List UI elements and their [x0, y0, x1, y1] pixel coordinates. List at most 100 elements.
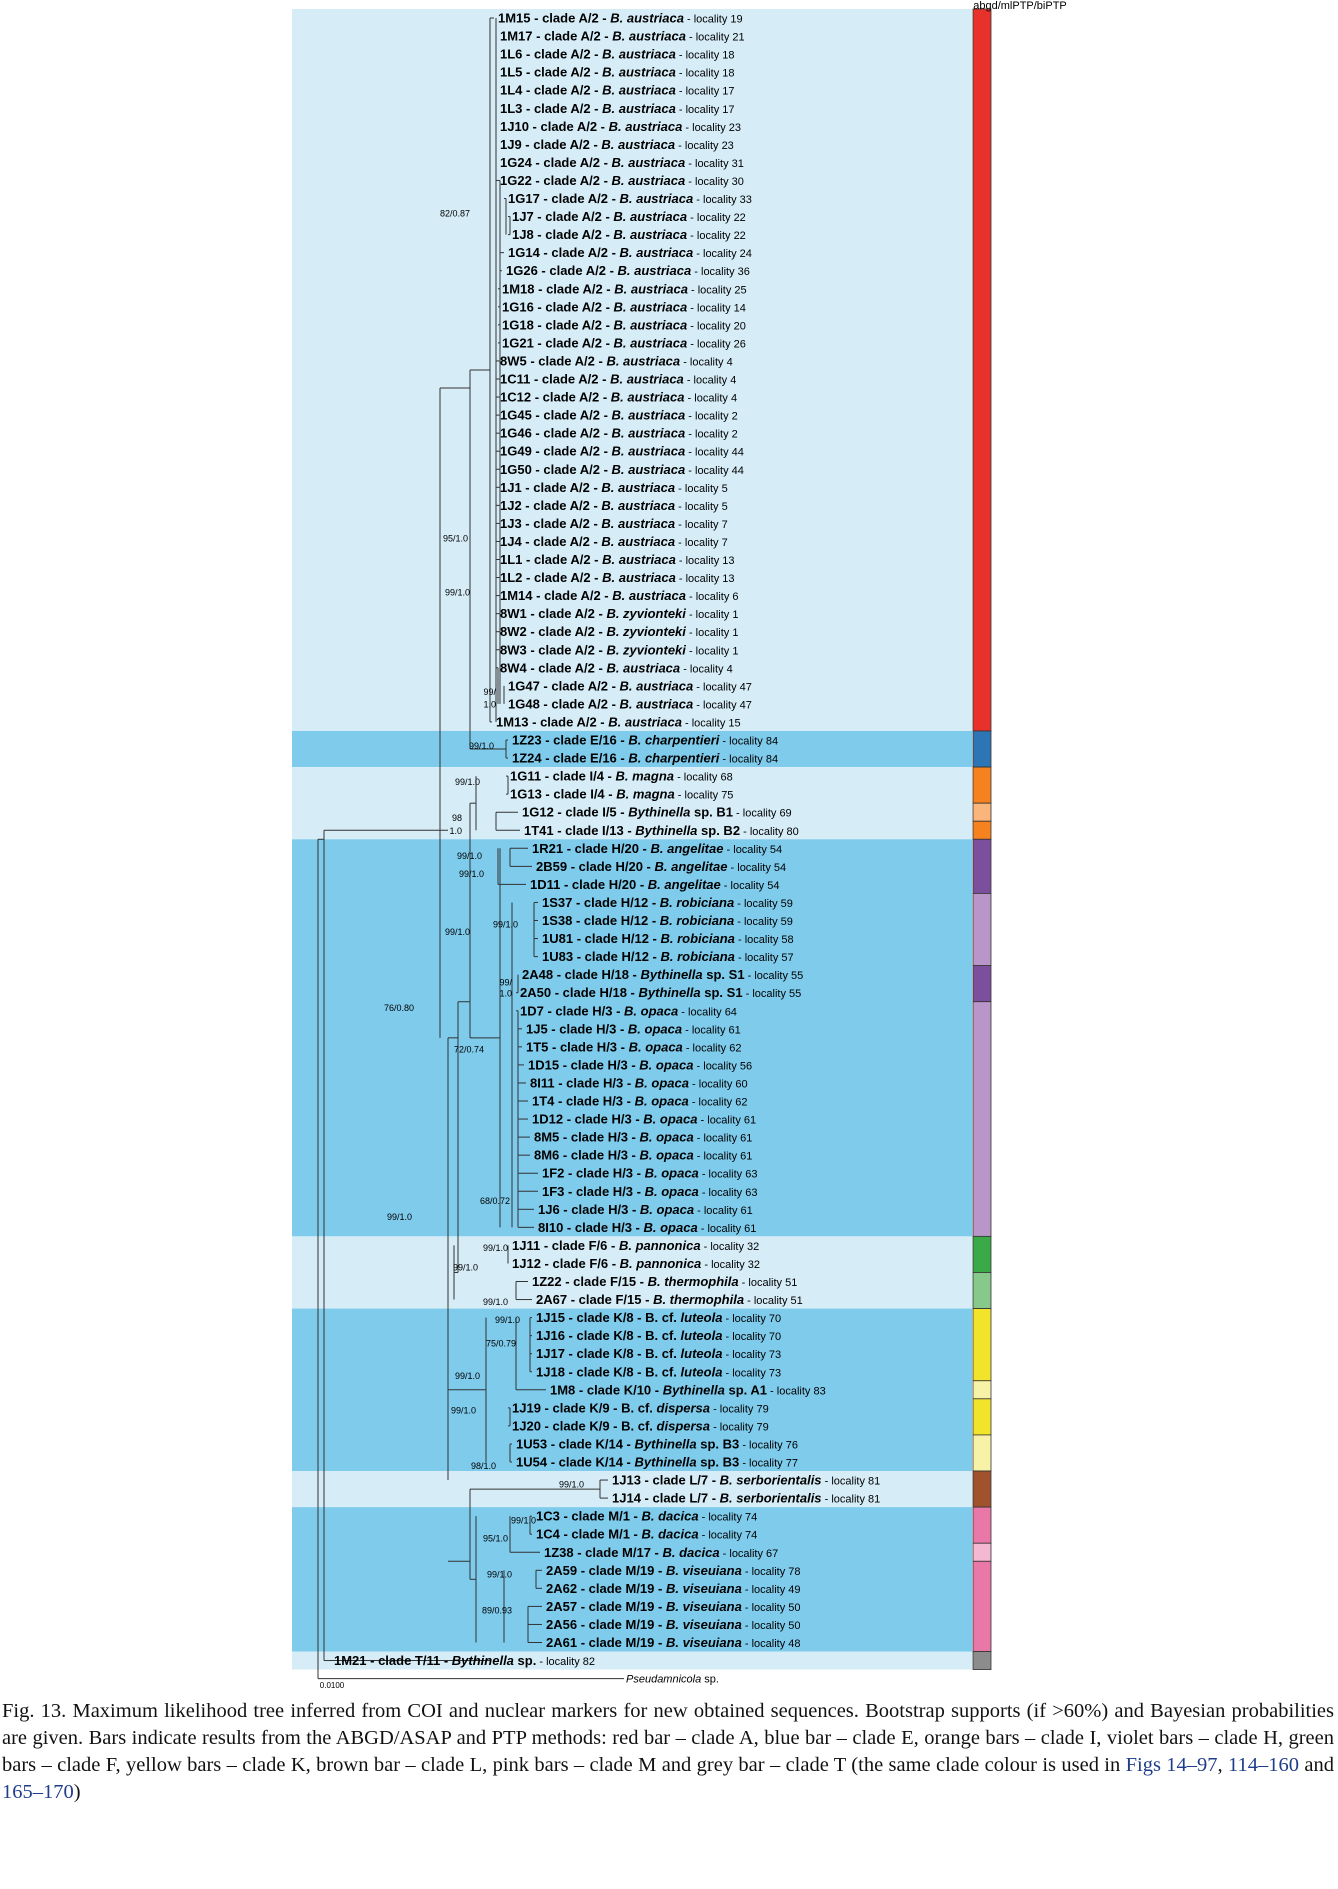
clade-band-8 — [292, 1651, 972, 1670]
tip-label-1D11: 1D11 - clade H/20 - B. angelitae - local… — [530, 877, 779, 892]
tip-label-1J3: 1J3 - clade A/2 - B. austriaca - localit… — [500, 516, 728, 531]
support-value-21: 99/1.0 — [483, 1297, 508, 1307]
support-value-12: 99/1.0 — [493, 920, 518, 930]
tip-label-1L5: 1L5 - clade A/2 - B. austriaca - localit… — [500, 65, 735, 80]
delimitation-bar-12 — [972, 1380, 992, 1400]
tip-label-2A57: 2A57 - clade M/19 - B. viseuiana - local… — [546, 1599, 801, 1614]
support-value-15: 72/0.74 — [454, 1044, 484, 1054]
support-value-11: 99/1.0 — [445, 927, 470, 937]
delimitation-bar-17 — [972, 1542, 992, 1562]
tip-label-1D15: 1D15 - clade H/3 - B. opaca - locality 5… — [528, 1057, 752, 1072]
figure-caption: Fig. 13. Maximum likelihood tree inferre… — [2, 1698, 1334, 1806]
tip-label-1T4: 1T4 - clade H/3 - B. opaca - locality 62 — [532, 1094, 747, 1109]
support-value-0: 82/0.87 — [440, 209, 470, 219]
support-value-13: 99/ — [499, 977, 512, 987]
delimitation-bar-10 — [972, 1272, 992, 1309]
tip-label-1S37: 1S37 - clade H/12 - B. robiciana - local… — [542, 895, 793, 910]
support-value-29: 95/1.0 — [483, 1533, 508, 1543]
clade-band-3 — [292, 839, 972, 1237]
support-value-19: 99/1.0 — [483, 1243, 508, 1253]
tip-label-1G24: 1G24 - clade A/2 - B. austriaca - locali… — [500, 155, 744, 170]
tip-label-1M21: 1M21 - clade T/11 - Bythinella sp. - loc… — [334, 1653, 595, 1668]
caption-link-figs-165-170[interactable]: 165–170 — [2, 1781, 74, 1803]
tip-label-1M14: 1M14 - clade A/2 - B. austriaca - locali… — [500, 588, 739, 603]
tip-label-2A59: 2A59 - clade M/19 - B. viseuiana - local… — [546, 1563, 801, 1578]
support-value-1: 95/1.0 — [443, 533, 468, 543]
delimitation-bar-9 — [972, 1235, 992, 1273]
delimitation-bar-4 — [972, 820, 992, 840]
delimitation-bar-2 — [972, 766, 992, 804]
tip-label-1U53: 1U53 - clade K/14 - Bythinella sp. B3 - … — [516, 1436, 798, 1451]
species-delimitation-bars — [972, 8, 992, 1670]
delimitation-bar-7 — [972, 965, 992, 1003]
tip-label-1U83: 1U83 - clade H/12 - B. robiciana - local… — [542, 949, 794, 964]
delimitation-bar-0 — [972, 8, 992, 732]
support-value-22: 99/1.0 — [495, 1315, 520, 1325]
support-value-4: 1.0 — [483, 700, 496, 710]
tip-label-1T41: 1T41 - clade I/13 - Bythinella sp. B2 - … — [524, 823, 799, 838]
delimitation-bar-18 — [972, 1560, 992, 1652]
delimitation-bar-6 — [972, 893, 992, 967]
tip-label-1R21: 1R21 - clade H/20 - B. angelitae - local… — [532, 841, 782, 856]
tip-label-1M8: 1M8 - clade K/10 - Bythinella sp. A1 - l… — [550, 1382, 826, 1397]
caption-link-figs-114-160[interactable]: 114–160 — [1228, 1754, 1300, 1776]
caption-link-figs-14-97[interactable]: Figs 14–97 — [1125, 1754, 1218, 1776]
tip-label-1F3: 1F3 - clade H/3 - B. opaca - locality 63 — [542, 1184, 757, 1199]
tip-label-1G13: 1G13 - clade I/4 - B. magna - locality 7… — [510, 787, 733, 802]
tip-label-1G18: 1G18 - clade A/2 - B. austriaca - locali… — [502, 317, 746, 332]
tip-label-8W5: 8W5 - clade A/2 - B. austriaca - localit… — [500, 353, 733, 368]
tip-label-1M17: 1M17 - clade A/2 - B. austriaca - locali… — [500, 29, 745, 44]
support-value-20: 99/1.0 — [453, 1263, 478, 1273]
tip-label-1J20: 1J20 - clade K/9 - B. cf. dispersa - loc… — [512, 1418, 769, 1433]
scale-bar-label: 0.0100 — [320, 1681, 345, 1690]
tip-label-2B59: 2B59 - clade H/20 - B. angelitae - local… — [536, 859, 786, 874]
delimitation-bar-5 — [972, 838, 992, 894]
caption-text: Fig. 13. Maximum likelihood tree inferre… — [2, 1700, 1334, 1776]
tip-label-2A56: 2A56 - clade M/19 - B. viseuiana - local… — [546, 1617, 801, 1632]
tip-label-1G49: 1G49 - clade A/2 - B. austriaca - locali… — [500, 444, 744, 459]
tip-label-1C12: 1C12 - clade A/2 - B. austriaca - locali… — [500, 390, 737, 405]
tip-label-1Z23: 1Z23 - clade E/16 - B. charpentieri - lo… — [512, 733, 778, 748]
tip-label-1G45: 1G45 - clade A/2 - B. austriaca - locali… — [500, 408, 738, 423]
tip-label-1L6: 1L6 - clade A/2 - B. austriaca - localit… — [500, 47, 735, 62]
clade-band-5 — [292, 1308, 972, 1472]
support-value-10: 99/1.0 — [459, 869, 484, 879]
phylogenetic-tree-figure: 1M15 - clade A/2 - B. austriaca - locali… — [292, 0, 1067, 1690]
clade-background-bands — [292, 8, 972, 1670]
delimitation-bar-15 — [972, 1470, 992, 1508]
caption-sep-2: and — [1299, 1754, 1334, 1776]
tip-label-1J15: 1J15 - clade K/8 - B. cf. luteola - loca… — [536, 1310, 781, 1325]
support-value-9: 99/1.0 — [457, 851, 482, 861]
tip-label-1M15: 1M15 - clade A/2 - B. austriaca - locali… — [498, 11, 743, 26]
tip-label-1M13: 1M13 - clade A/2 - B. austriaca - locali… — [496, 714, 741, 729]
tip-label-1J10: 1J10 - clade A/2 - B. austriaca - locali… — [500, 119, 741, 134]
tip-label-1J13: 1J13 - clade L/7 - B. serborientalis - l… — [612, 1473, 880, 1488]
tip-label-1J17: 1J17 - clade K/8 - B. cf. luteola - loca… — [536, 1346, 781, 1361]
support-value-7: 98 — [452, 813, 462, 823]
support-value-16: 68/0.72 — [480, 1196, 510, 1206]
tip-label-1D12: 1D12 - clade H/3 - B. opaca - locality 6… — [532, 1112, 756, 1127]
support-value-8: 1.0 — [449, 826, 462, 836]
delimitation-bar-8 — [972, 1001, 992, 1237]
tip-label-1J9: 1J9 - clade A/2 - B. austriaca - localit… — [500, 137, 734, 152]
tip-label-8W2: 8W2 - clade A/2 - B. zyvionteki - locali… — [500, 624, 738, 639]
tip-label-1L3: 1L3 - clade A/2 - B. austriaca - localit… — [500, 101, 735, 116]
tip-label-1G50: 1G50 - clade A/2 - B. austriaca - locali… — [500, 462, 744, 477]
outgroup-label: Pseudamnicola sp. — [626, 1674, 719, 1686]
tip-label-1J5: 1J5 - clade H/3 - B. opaca - locality 61 — [526, 1021, 741, 1036]
tip-label-8M6: 8M6 - clade H/3 - B. opaca - locality 61 — [534, 1148, 752, 1163]
tip-label-8W4: 8W4 - clade A/2 - B. austriaca - localit… — [500, 660, 733, 675]
support-value-3: 99/ — [483, 687, 496, 697]
delimitation-bar-14 — [972, 1434, 992, 1472]
delimitation-bar-11 — [972, 1308, 992, 1382]
tip-label-1J14: 1J14 - clade L/7 - B. serborientalis - l… — [612, 1491, 880, 1506]
tip-label-1D7: 1D7 - clade H/3 - B. opaca - locality 64 — [520, 1003, 737, 1018]
tip-label-1G12: 1G12 - clade I/5 - Bythinella sp. B1 - l… — [522, 805, 792, 820]
tip-label-1J4: 1J4 - clade A/2 - B. austriaca - localit… — [500, 534, 728, 549]
clade-band-2 — [292, 767, 972, 840]
tip-label-1G16: 1G16 - clade A/2 - B. austriaca - locali… — [502, 299, 746, 314]
support-value-18: 99/1.0 — [387, 1212, 412, 1222]
delimitation-bar-1 — [972, 730, 992, 768]
tip-label-1U81: 1U81 - clade H/12 - B. robiciana - local… — [542, 931, 794, 946]
tip-label-1L4: 1L4 - clade A/2 - B. austriaca - localit… — [500, 83, 735, 98]
